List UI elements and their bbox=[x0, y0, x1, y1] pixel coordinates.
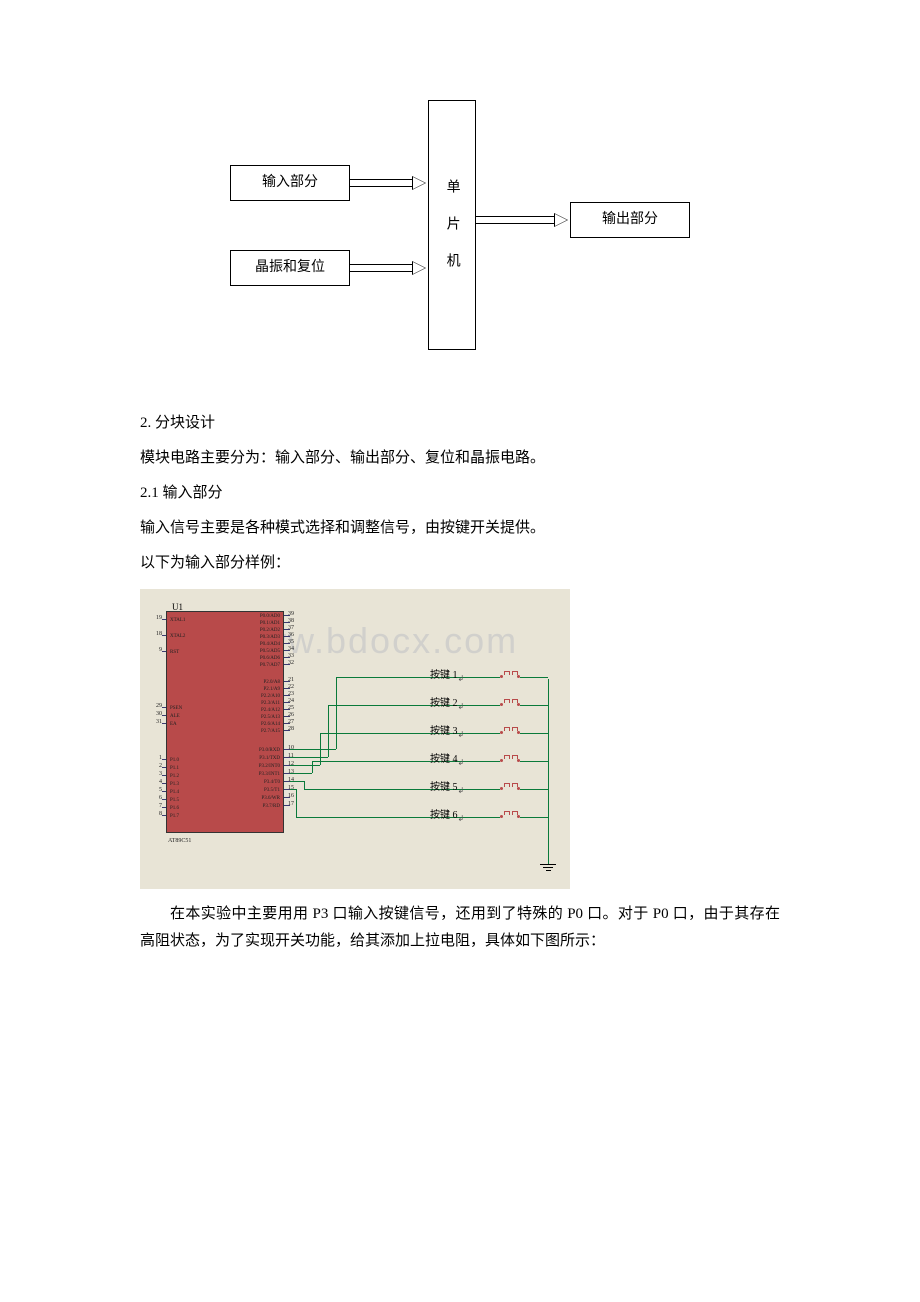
wire-h bbox=[320, 733, 500, 734]
pushbutton-symbol bbox=[500, 727, 520, 737]
button-label: 按键 1↲ bbox=[430, 667, 464, 686]
button-label: 按键 4↲ bbox=[430, 751, 464, 770]
pin-name: P0.7/AD7 bbox=[260, 661, 280, 670]
block-diagram: 输入部分 晶振和复位 单 片 机 输出部分 bbox=[210, 100, 710, 370]
pin-line bbox=[162, 799, 166, 800]
arrow-input-mcu bbox=[350, 179, 412, 187]
mcu-box: 单 片 机 bbox=[428, 100, 476, 350]
section-2-1-desc1: 输入信号主要是各种模式选择和调整信号，由按键开关提供。 bbox=[140, 515, 780, 542]
button-label: 按键 3↲ bbox=[430, 723, 464, 742]
arrow-head-1-inner bbox=[413, 177, 425, 189]
pin-num: 8 bbox=[148, 809, 162, 820]
section-2-1-desc2: 以下为输入部分样例： bbox=[140, 550, 780, 577]
pin-num: 28 bbox=[288, 724, 302, 735]
wire-h bbox=[520, 705, 548, 706]
wire-h bbox=[290, 773, 312, 774]
clock-reset-box: 晶振和复位 bbox=[230, 250, 350, 286]
pin-name: RST bbox=[170, 648, 179, 657]
pin-num: 31 bbox=[148, 717, 162, 728]
arrow-clock-mcu bbox=[350, 264, 412, 272]
pushbutton-symbol bbox=[500, 699, 520, 709]
pin-line bbox=[162, 715, 166, 716]
pin-name: XTAL1 bbox=[170, 616, 185, 625]
pin-num: 18 bbox=[148, 629, 162, 640]
pushbutton-symbol bbox=[500, 755, 520, 765]
pin-num: 9 bbox=[148, 645, 162, 656]
wire-h bbox=[520, 677, 548, 678]
pin-name: P2.7/A15 bbox=[261, 727, 280, 736]
pin-line bbox=[162, 767, 166, 768]
button-label: 按键 2↲ bbox=[430, 695, 464, 714]
schematic-figure: ww.bdocx.com U1 AT89C51 19XTAL118XTAL29R… bbox=[140, 589, 570, 889]
wire-h bbox=[312, 761, 500, 762]
wire-v bbox=[312, 761, 313, 773]
wire-h bbox=[296, 817, 500, 818]
wire-h bbox=[290, 781, 304, 782]
input-box: 输入部分 bbox=[230, 165, 350, 201]
pin-num: 17 bbox=[288, 799, 302, 810]
pin-line bbox=[162, 783, 166, 784]
wire-h bbox=[520, 789, 548, 790]
pushbutton-symbol bbox=[500, 671, 520, 681]
button-label: 按键 5↲ bbox=[430, 779, 464, 798]
pin-line bbox=[162, 759, 166, 760]
pushbutton-symbol bbox=[500, 783, 520, 793]
wire-v bbox=[336, 677, 337, 749]
pin-num: 32 bbox=[288, 658, 302, 669]
pin-line bbox=[162, 723, 166, 724]
pin-line bbox=[162, 707, 166, 708]
pin-line bbox=[162, 651, 166, 652]
arrow-mcu-output bbox=[476, 216, 554, 224]
wire-h bbox=[290, 749, 336, 750]
pin-line bbox=[162, 791, 166, 792]
pin-line bbox=[162, 619, 166, 620]
section-2-heading: 2. 分块设计 bbox=[140, 410, 780, 437]
button-label: 按键 6↲ bbox=[430, 807, 464, 826]
pin-line bbox=[162, 775, 166, 776]
wire-h bbox=[520, 817, 548, 818]
pushbutton-symbol bbox=[500, 811, 520, 821]
explain-paragraph: 在本实验中主要用用 P3 口输入按键信号，还用到了特殊的 P0 口。对于 P0 … bbox=[140, 901, 780, 955]
wire-h bbox=[328, 705, 500, 706]
pin-name: P1.7 bbox=[170, 812, 179, 821]
wire-h bbox=[520, 733, 548, 734]
wire-h bbox=[290, 765, 320, 766]
wire-v bbox=[296, 789, 297, 817]
pin-num: 19 bbox=[148, 613, 162, 624]
pin-line bbox=[162, 807, 166, 808]
wire-v bbox=[328, 705, 329, 757]
section-2-1-heading: 2.1 输入部分 bbox=[140, 480, 780, 507]
arrow-head-2-inner bbox=[413, 262, 425, 274]
output-box: 输出部分 bbox=[570, 202, 690, 238]
section-2-desc: 模块电路主要分为：输入部分、输出部分、复位和晶振电路。 bbox=[140, 445, 780, 472]
gnd-symbol bbox=[540, 864, 556, 871]
pin-name: EA bbox=[170, 720, 177, 729]
pin-name: P3.7/RD bbox=[263, 802, 280, 811]
wire-v bbox=[304, 781, 305, 789]
gnd-bus-wire bbox=[548, 679, 549, 864]
chip-name-label: AT89C51 bbox=[168, 836, 191, 847]
pin-line bbox=[162, 815, 166, 816]
wire-h bbox=[520, 761, 548, 762]
arrow-head-3-inner bbox=[555, 214, 567, 226]
wire-h bbox=[290, 757, 328, 758]
wire-h bbox=[304, 789, 500, 790]
wire-h bbox=[290, 789, 296, 790]
pin-name: XTAL2 bbox=[170, 632, 185, 641]
pin-line bbox=[162, 635, 166, 636]
wire-h bbox=[336, 677, 500, 678]
